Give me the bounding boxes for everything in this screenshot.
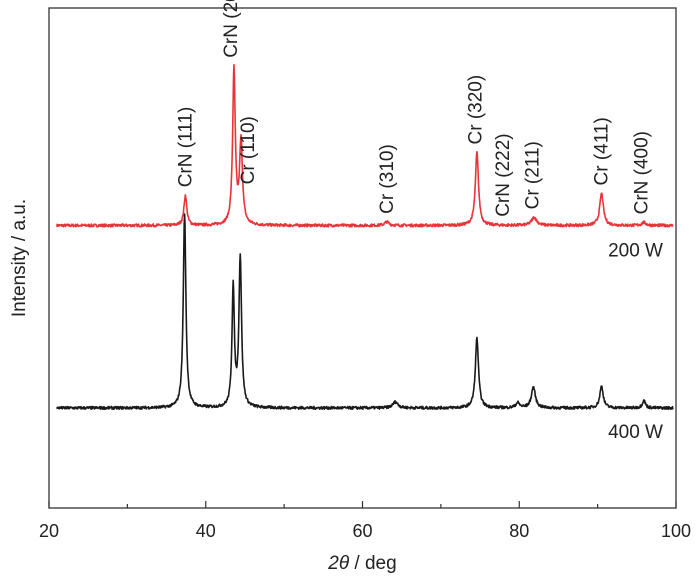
x-tick-label: 60: [352, 521, 372, 541]
x-axis-label-unit: / deg: [349, 553, 397, 574]
peak-annotation: CrN (200): [221, 0, 242, 58]
series-line: [56, 213, 674, 411]
peak-annotation: Cr (320): [465, 75, 486, 145]
peak-annotation: Cr (110): [238, 116, 259, 184]
peak-annotation: Cr (411): [592, 117, 613, 185]
x-tick-label: 40: [196, 521, 216, 541]
peak-annotation: Cr (211): [523, 141, 544, 209]
x-axis-label: 2θ / deg: [327, 553, 396, 574]
series-label: 200 W: [608, 241, 663, 262]
peak-annotation: CrN (222): [493, 133, 514, 216]
series-labels: 200 W 400 W: [608, 241, 663, 444]
series-line: [56, 63, 674, 228]
series-label: 400 W: [608, 422, 663, 443]
peak-annotation: CrN (111): [175, 107, 196, 188]
peak-annotations: CrN (111) CrN (200) Cr (110) Cr (310) Cr (32…: [175, 0, 652, 217]
x-tick-label: 80: [509, 521, 529, 541]
x-axis-ticks: 20 40 60 80 100: [39, 501, 691, 541]
plot-area: [56, 63, 674, 411]
plot-frame: [48, 7, 677, 509]
x-tick-label: 20: [39, 521, 59, 541]
y-axis-label: Intensity / a.u.: [9, 199, 30, 317]
x-tick-label: 100: [661, 521, 691, 541]
peak-annotation: Cr (310): [377, 144, 398, 214]
x-axis-label-symbol: 2θ: [327, 553, 350, 574]
peak-annotation: CrN (400): [632, 131, 653, 214]
